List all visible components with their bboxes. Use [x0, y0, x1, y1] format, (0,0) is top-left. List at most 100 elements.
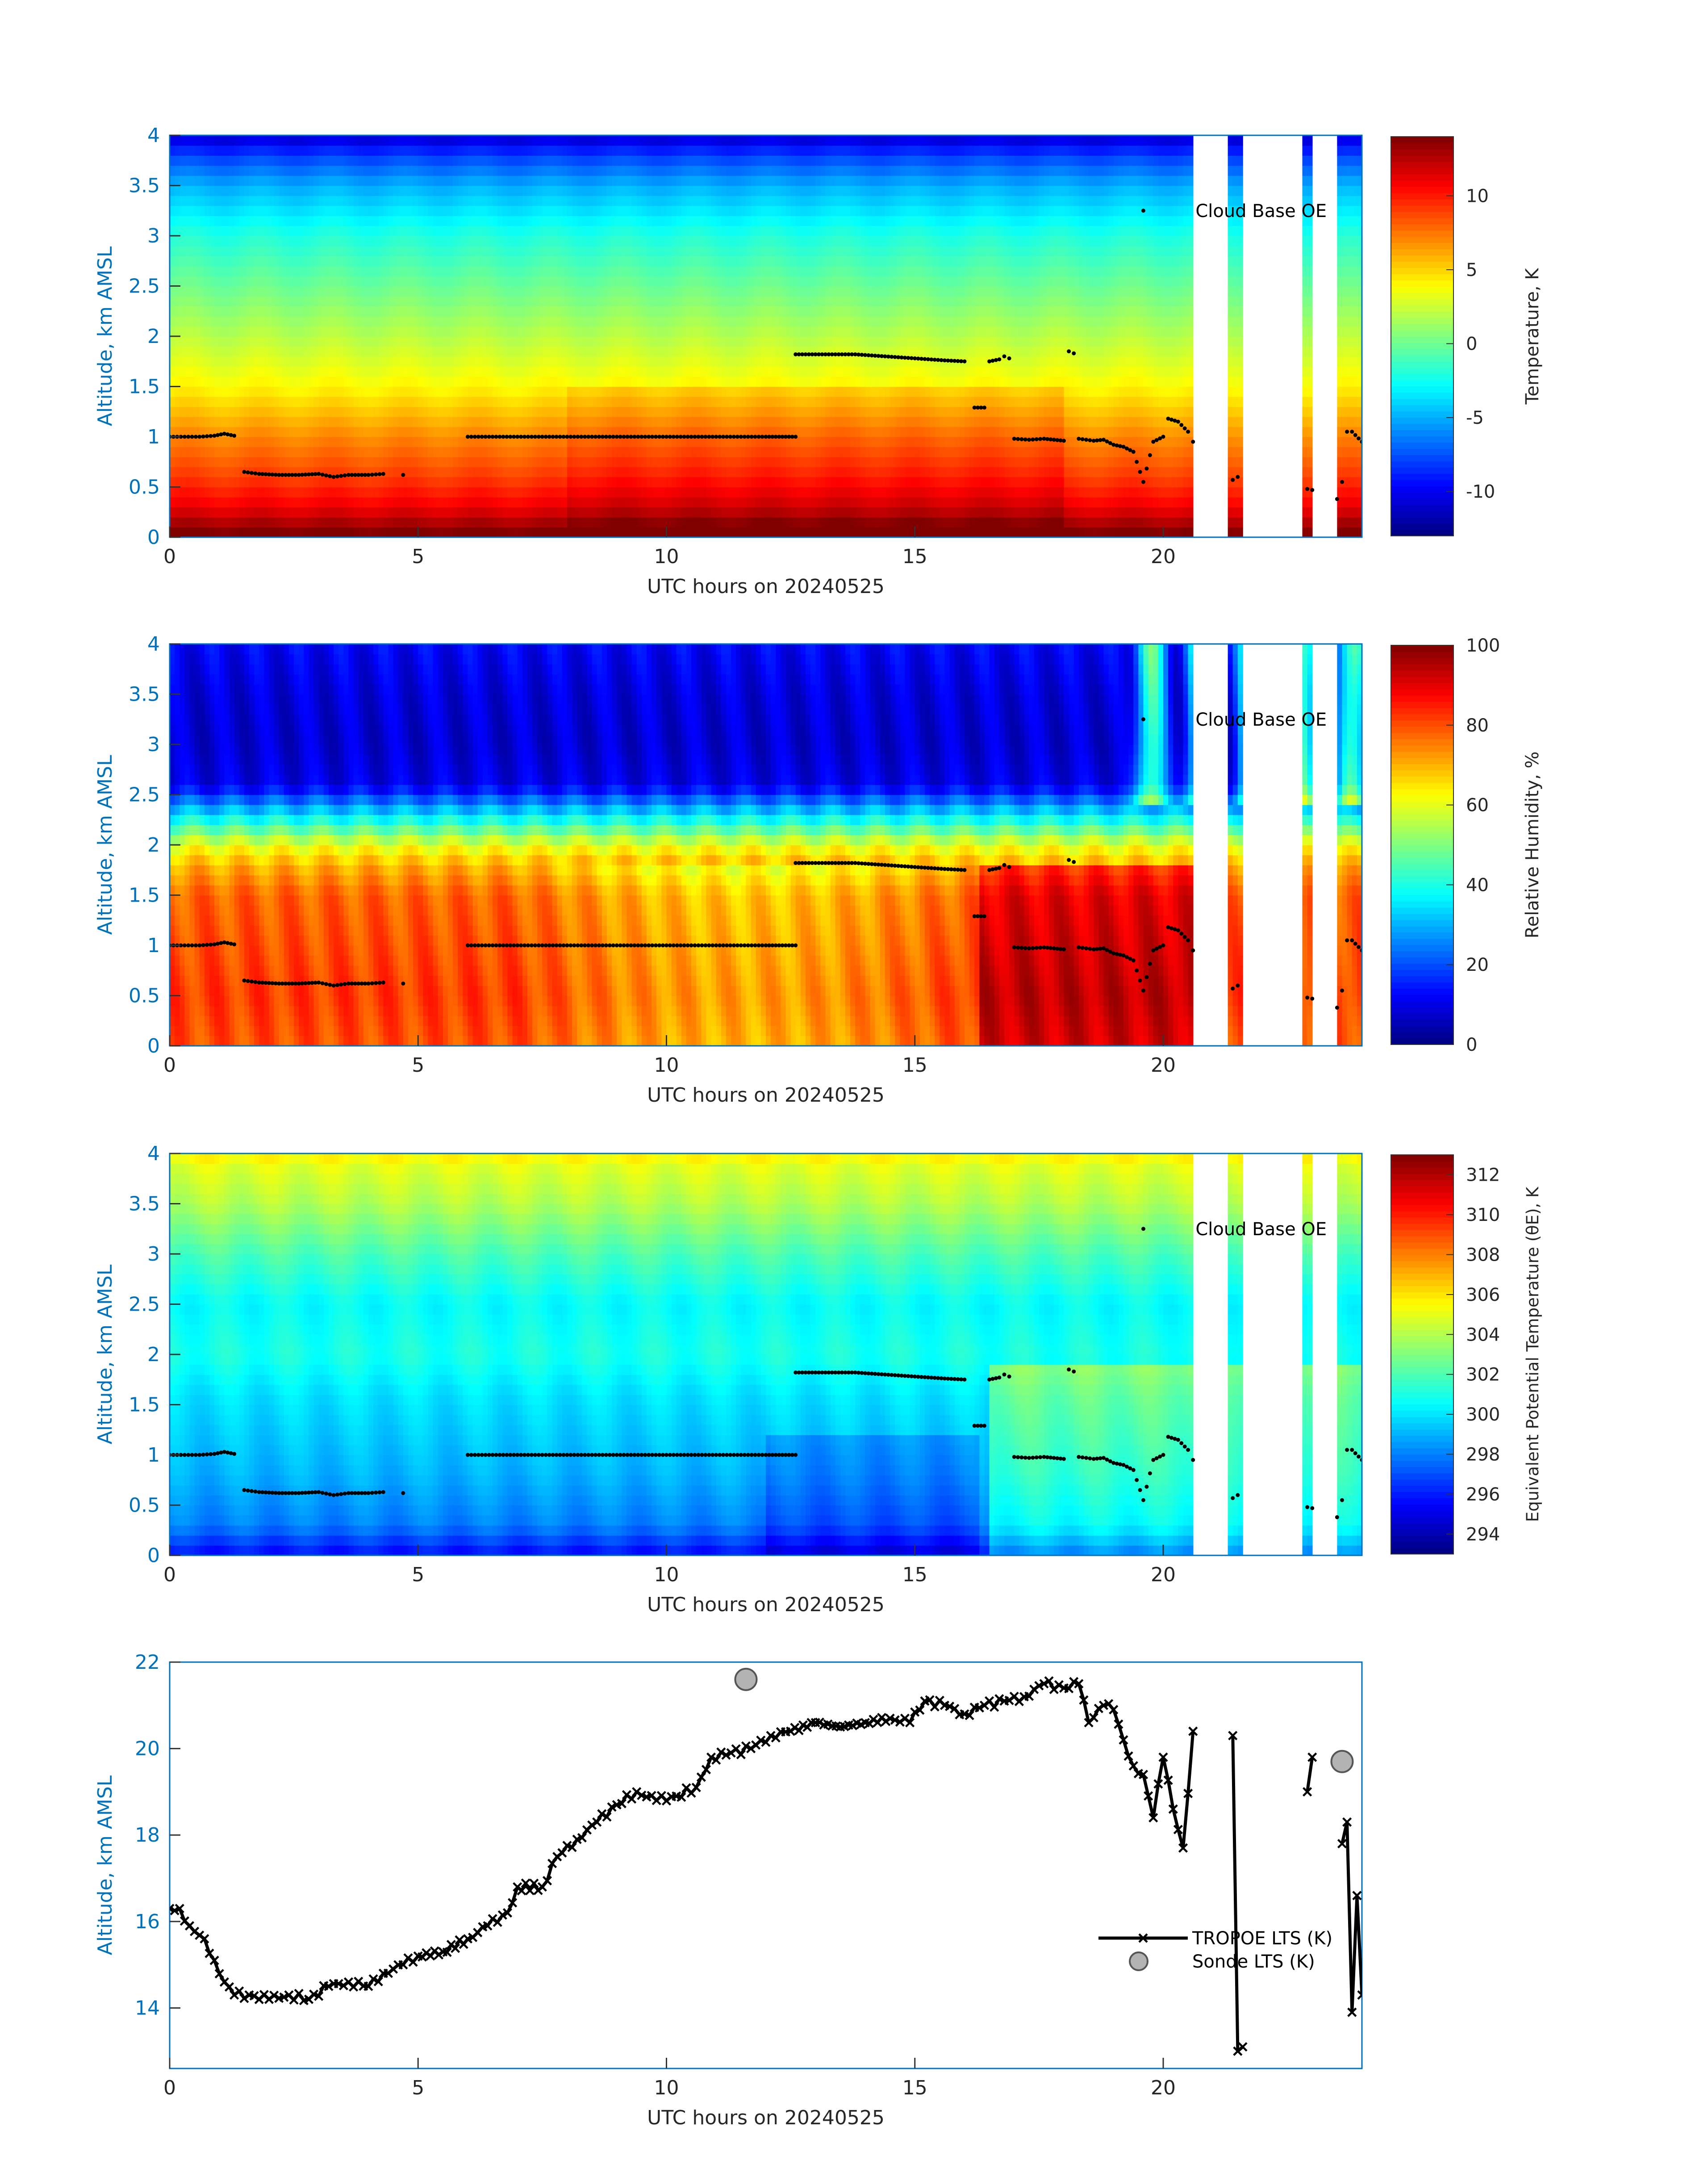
heatmap-cell: [418, 246, 424, 256]
heatmap-cell: [234, 266, 240, 276]
heatmap-cell: [468, 165, 473, 176]
heatmap-cell: [428, 477, 434, 488]
heatmap-cell: [403, 527, 409, 537]
heatmap-cell: [785, 266, 791, 276]
heatmap-cell: [507, 517, 513, 528]
heatmap-cell: [209, 296, 215, 307]
heatmap-cell: [264, 326, 270, 337]
heatmap-cell: [388, 256, 394, 267]
heatmap-cell: [601, 397, 607, 407]
heatmap-cell: [393, 135, 399, 146]
heatmap-cell: [388, 175, 394, 186]
heatmap-cell: [443, 497, 448, 508]
heatmap-cell: [353, 477, 359, 488]
heatmap-cell: [651, 276, 657, 287]
heatmap-cell: [289, 316, 294, 327]
heatmap-cell: [746, 175, 752, 186]
heatmap-cell: [567, 266, 572, 276]
heatmap-cell: [458, 406, 464, 417]
heatmap-cell: [507, 417, 513, 427]
heatmap-cell: [443, 326, 448, 337]
heatmap-cell: [721, 397, 727, 407]
heatmap-cell: [304, 135, 309, 146]
heatmap-cell: [647, 145, 652, 156]
heatmap-cell: [254, 175, 260, 186]
heatmap-cell: [279, 356, 284, 367]
heatmap-cell: [736, 457, 742, 468]
heatmap-cell: [706, 276, 712, 287]
heatmap-cell: [781, 386, 786, 397]
heatmap-cell: [736, 236, 742, 247]
heatmap-cell: [512, 397, 518, 407]
heatmap-cell: [537, 306, 543, 317]
heatmap-cell: [647, 135, 652, 146]
heatmap-cell: [214, 145, 220, 156]
heatmap-cell: [537, 165, 543, 176]
heatmap-cell: [562, 296, 568, 307]
heatmap-cell: [542, 155, 548, 166]
heatmap-cell: [746, 376, 752, 387]
heatmap-cell: [512, 497, 518, 508]
heatmap-cell: [334, 175, 339, 186]
heatmap-cell: [562, 386, 568, 397]
heatmap-cell: [224, 336, 230, 347]
heatmap-cell: [647, 366, 652, 377]
heatmap-cell: [512, 447, 518, 457]
heatmap-cell: [343, 507, 349, 518]
heatmap-cell: [274, 386, 280, 397]
heatmap-cell: [686, 336, 692, 347]
heatmap-cell: [378, 457, 384, 468]
heatmap-cell: [329, 467, 334, 477]
heatmap-cell: [264, 306, 270, 317]
heatmap-cell: [706, 487, 712, 497]
heatmap-cell: [204, 457, 210, 468]
heatmap-cell: [577, 497, 583, 508]
heatmap-cell: [522, 155, 528, 166]
heatmap-cell: [482, 417, 488, 427]
heatmap-cell: [751, 346, 756, 357]
heatmap-cell: [741, 477, 747, 488]
heatmap-cell: [363, 487, 369, 497]
heatmap-cell: [532, 306, 538, 317]
heatmap-cell: [313, 296, 319, 307]
heatmap-cell: [641, 205, 647, 216]
heatmap-cell: [458, 306, 464, 317]
heatmap-cell: [656, 477, 662, 488]
heatmap-cell: [438, 477, 443, 488]
heatmap-cell: [647, 165, 652, 176]
heatmap-cell: [468, 527, 473, 537]
heatmap-cell: [274, 316, 280, 327]
heatmap-cell: [612, 306, 618, 317]
heatmap-cell: [741, 376, 747, 387]
heatmap-cell: [666, 306, 672, 317]
heatmap-cell: [502, 135, 508, 146]
heatmap-cell: [562, 145, 568, 156]
heatmap-cell: [760, 196, 766, 206]
heatmap-cell: [472, 306, 478, 317]
heatmap-cell: [726, 397, 731, 407]
heatmap-cell: [378, 366, 384, 377]
heatmap-cell: [601, 216, 607, 226]
heatmap-cell: [318, 185, 324, 196]
heatmap-cell: [373, 296, 379, 307]
heatmap-cell: [482, 507, 488, 518]
heatmap-cell: [309, 477, 314, 488]
heatmap-cell: [468, 135, 473, 146]
heatmap-cell: [239, 216, 245, 226]
heatmap-cell: [189, 306, 195, 317]
heatmap-cell: [676, 205, 682, 216]
heatmap-cell: [249, 386, 255, 397]
heatmap-cell: [587, 155, 593, 166]
heatmap-cell: [686, 426, 692, 437]
heatmap-cell: [731, 266, 737, 276]
heatmap-cell: [751, 376, 756, 387]
heatmap-cell: [448, 256, 453, 267]
heatmap-cell: [299, 246, 305, 256]
heatmap-cell: [199, 246, 205, 256]
heatmap-cell: [562, 155, 568, 166]
heatmap-cell: [438, 467, 443, 477]
heatmap-cell: [691, 196, 697, 206]
heatmap-cell: [189, 336, 195, 347]
heatmap-cell: [214, 437, 220, 447]
heatmap-cell: [656, 527, 662, 537]
